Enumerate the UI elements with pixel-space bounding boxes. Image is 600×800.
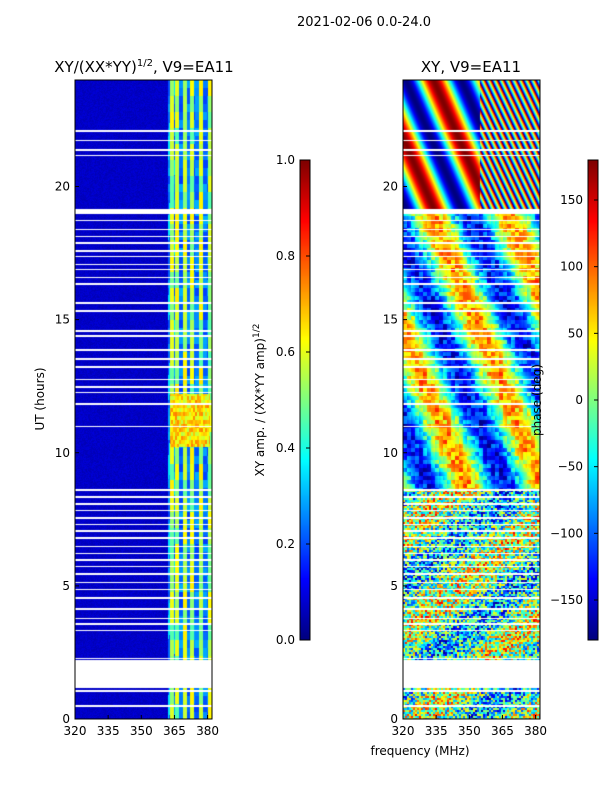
colorbar-tick-label: 50 (568, 326, 583, 340)
colorbar-tick-label: −50 (558, 460, 583, 474)
phase-colorbar-axis: 150 100 50 0 −50 −100 −150 (550, 193, 598, 607)
x-axis-label: frequency (MHz) (370, 744, 469, 758)
colorbar-tick-label: 1.0 (276, 153, 295, 167)
y-tick-label: 5 (62, 579, 70, 593)
figure-title: 2021-02-06 0.0-24.0 (297, 15, 431, 30)
colorbar-tick-label: 0.4 (276, 441, 295, 455)
x-tick-label: 350 (458, 724, 481, 738)
amplitude-axes: 320 335 350 365 380 0 5 10 15 20 (55, 180, 219, 739)
y-tick-label: 10 (383, 446, 398, 460)
phase-colorbar: 150 100 50 0 −50 −100 −150 (550, 159, 599, 641)
x-tick-label: 365 (163, 724, 186, 738)
phase-heatmap (403, 80, 540, 719)
amplitude-heatmap (75, 80, 212, 719)
colorbar-tick-label: 0 (575, 393, 583, 407)
y-tick-label: 10 (55, 446, 70, 460)
colorbar-tick-label: −150 (550, 593, 583, 607)
phase-colorbar-label: phase (deg) (530, 364, 544, 436)
colorbar-tick-label: 0.0 (276, 633, 295, 647)
amplitude-plot-frame (74, 79, 213, 720)
x-tick-label: 380 (524, 724, 547, 738)
colorbar-tick-label: 150 (560, 193, 583, 207)
phase-axes: 320 335 350 365 380 0 5 10 15 20 (383, 180, 547, 739)
y-tick-label: 15 (55, 313, 70, 327)
y-tick-label: 15 (383, 313, 398, 327)
colorbar-tick-label: 0.6 (276, 345, 295, 359)
colorbar-tick-label: −100 (550, 526, 583, 540)
y-tick-label: 0 (62, 712, 70, 726)
x-tick-label: 320 (64, 724, 87, 738)
y-tick-label: 20 (383, 180, 398, 194)
amplitude-panel-title: XY/(XX*YY)1/2, V9=EA11 (54, 58, 233, 76)
x-tick-label: 380 (196, 724, 219, 738)
x-tick-label: 320 (392, 724, 415, 738)
x-tick-label: 350 (130, 724, 153, 738)
colorbar-tick-label: 0.2 (276, 537, 295, 551)
amplitude-panel: XY/(XX*YY)1/2, V9=EA11 320 335 350 365 380 0 5… (33, 58, 234, 738)
amplitude-colorbar-frame (299, 159, 311, 641)
phase-panel-title: XY, V9=EA11 (421, 58, 521, 76)
amplitude-ylabel: UT (hours) (33, 367, 47, 430)
y-tick-label: 5 (390, 579, 398, 593)
x-tick-label: 365 (491, 724, 514, 738)
phase-panel: XY, V9=EA11 320 335 350 365 380 0 5 10 15 20 phas… (383, 58, 547, 738)
x-tick-label: 335 (425, 724, 448, 738)
amplitude-colorbar-gradient (300, 160, 310, 640)
y-tick-label: 0 (390, 712, 398, 726)
amplitude-colorbar: 0.0 0.2 0.4 0.6 0.8 1.0 XY amp. / (XX*YY amp)… (252, 153, 311, 647)
x-tick-label: 335 (97, 724, 120, 738)
y-tick-label: 20 (55, 180, 70, 194)
colorbar-tick-label: 100 (560, 260, 583, 274)
phase-plot-frame (402, 79, 541, 720)
amplitude-colorbar-label: XY amp. / (XX*YY amp)1/2 (252, 324, 267, 477)
colorbar-tick-label: 0.8 (276, 249, 295, 263)
phase-colorbar-gradient (588, 160, 598, 640)
amplitude-colorbar-axis: 0.0 0.2 0.4 0.6 0.8 1.0 (276, 153, 310, 647)
